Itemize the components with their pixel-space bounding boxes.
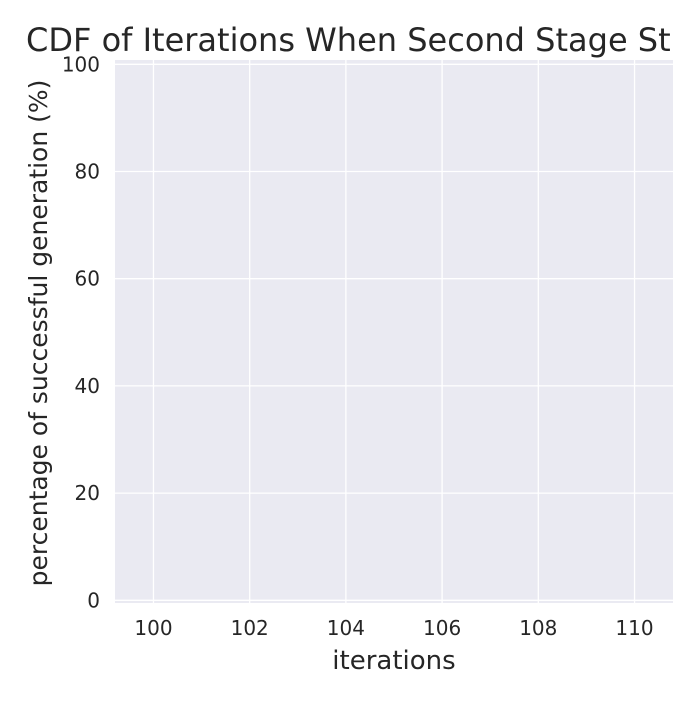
x-tick-label: 102 (231, 616, 269, 640)
y-tick-label: 40 (75, 374, 100, 398)
y-tick-label: 20 (75, 481, 100, 505)
y-tick-label: 60 (75, 267, 100, 291)
x-tick-label: 106 (423, 616, 461, 640)
y-tick-label: 100 (62, 52, 100, 76)
tick-labels: 100 102 104 106 108 110 0 20 40 60 80 100 (62, 52, 654, 640)
y-axis-label: percentage of successful generation (%) (24, 80, 53, 587)
grid-lines (115, 60, 673, 603)
plot-area (115, 60, 673, 603)
x-axis-label: iterations (332, 646, 455, 676)
y-tick-label: 80 (75, 159, 100, 183)
chart-title: CDF of Iterations When Second Stage St (26, 21, 671, 59)
x-tick-label: 108 (519, 616, 557, 640)
x-tick-label: 110 (615, 616, 653, 640)
y-tick-label: 0 (87, 588, 100, 612)
x-tick-label: 100 (134, 616, 172, 640)
x-tick-label: 104 (327, 616, 365, 640)
